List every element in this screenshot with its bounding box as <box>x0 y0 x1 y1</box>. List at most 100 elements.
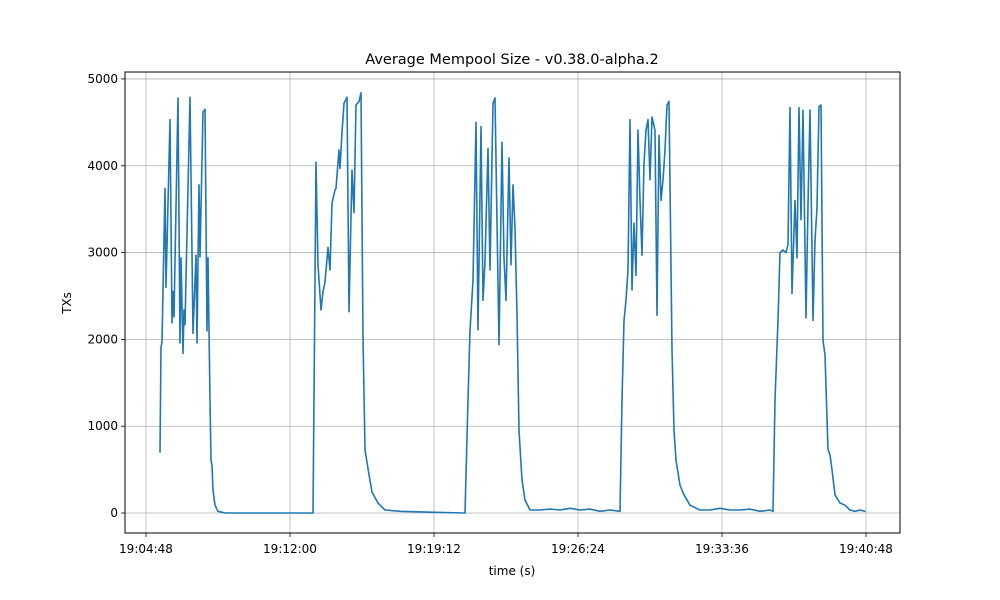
data-point <box>198 184 200 186</box>
data-point <box>482 299 484 301</box>
data-point <box>182 352 184 354</box>
data-point <box>668 100 670 103</box>
data-point <box>859 509 861 511</box>
data-point <box>206 330 208 332</box>
data-point <box>338 149 340 151</box>
data-point <box>635 274 637 276</box>
axes-frame <box>124 71 901 534</box>
data-point <box>629 119 631 121</box>
data-point <box>501 141 503 143</box>
data-point <box>772 510 774 512</box>
data-point <box>173 316 175 318</box>
data-point <box>480 126 482 128</box>
data-point <box>679 484 681 486</box>
data-point <box>177 97 179 99</box>
data-point <box>368 474 370 476</box>
data-point <box>656 314 658 316</box>
data-point <box>621 399 623 401</box>
data-point <box>625 299 627 301</box>
x-tick-label: 19:04:48 <box>119 542 173 556</box>
data-point <box>211 464 213 466</box>
data-point <box>631 289 633 291</box>
data-point <box>472 279 474 281</box>
data-point <box>699 509 701 511</box>
data-point <box>351 169 353 171</box>
data-point <box>159 451 161 453</box>
y-tick-label: 5000 <box>87 72 118 86</box>
data-point <box>195 254 197 256</box>
data-point <box>172 291 174 293</box>
y-tick-label: 2000 <box>87 332 118 346</box>
data-point <box>599 510 601 512</box>
data-point <box>202 111 204 113</box>
data-point <box>559 509 561 511</box>
chart-title: Average Mempool Size - v0.38.0-alpha.2 <box>365 52 658 68</box>
data-point <box>355 104 357 106</box>
data-point <box>464 512 466 514</box>
data-point <box>334 189 336 191</box>
data-point <box>192 332 194 334</box>
data-point <box>802 109 804 111</box>
x-tick-label: 19:26:24 <box>551 542 605 556</box>
data-point <box>789 107 791 109</box>
data-point <box>643 162 645 164</box>
data-point <box>210 459 212 461</box>
data-point <box>183 309 185 311</box>
data-point <box>191 252 193 254</box>
data-point <box>647 119 649 121</box>
data-point <box>214 504 216 506</box>
data-point <box>315 161 317 163</box>
data-point <box>829 454 831 456</box>
y-tick-label: 1000 <box>87 419 118 433</box>
y-axis-label: TXs <box>60 292 74 315</box>
data-point <box>320 309 322 311</box>
data-point <box>779 252 781 254</box>
data-point <box>371 491 373 493</box>
data-point <box>809 109 811 111</box>
plot-area <box>159 92 866 514</box>
data-point <box>639 199 641 202</box>
data-point <box>649 179 651 181</box>
data-point <box>512 184 514 186</box>
data-point <box>637 129 639 131</box>
data-point <box>164 187 166 189</box>
data-point <box>539 509 541 511</box>
data-point <box>358 100 360 103</box>
data-point <box>671 349 673 351</box>
data-point <box>322 291 324 293</box>
data-point <box>521 479 523 481</box>
data-point <box>651 116 653 118</box>
data-point <box>844 504 846 506</box>
data-point <box>849 509 851 511</box>
ticks: 19:04:48 19:12:00 19:19:12 19:26:24 19:33:36… <box>87 72 893 556</box>
grid <box>125 72 900 533</box>
data-point <box>666 104 668 106</box>
data-point <box>331 202 333 204</box>
data-point <box>196 342 198 344</box>
data-point <box>524 499 526 501</box>
x-axis-label: time (s) <box>489 564 536 578</box>
data-point <box>529 509 531 511</box>
data-point <box>827 449 829 451</box>
data-point <box>675 459 677 461</box>
data-point <box>658 134 660 136</box>
data-point <box>834 494 836 496</box>
data-point <box>487 147 489 149</box>
data-point <box>807 204 809 206</box>
data-point <box>329 269 331 271</box>
data-point <box>818 106 820 108</box>
data-point <box>489 269 491 271</box>
data-point <box>719 507 721 509</box>
data-point <box>505 299 507 301</box>
data-point <box>516 314 518 316</box>
data-point <box>812 319 814 321</box>
data-point <box>348 311 350 313</box>
x-tick-label: 19:19:12 <box>407 542 461 556</box>
data-point <box>854 510 856 512</box>
data-point <box>492 102 494 104</box>
data-point <box>362 337 364 339</box>
data-point <box>749 508 751 510</box>
data-point <box>212 489 214 491</box>
data-point <box>822 339 824 341</box>
data-point <box>689 504 691 506</box>
